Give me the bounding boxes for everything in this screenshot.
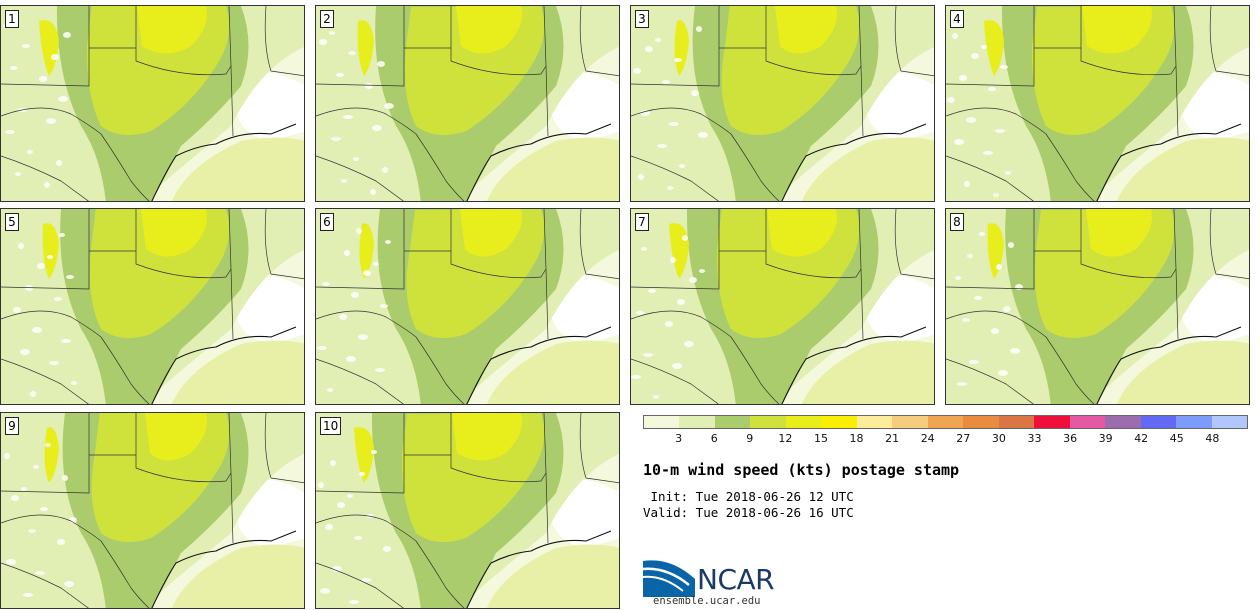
- panel-number: 2: [320, 10, 334, 28]
- colorbar-segment: [856, 416, 893, 428]
- colorbar-segment: [644, 416, 680, 428]
- ncar-logo-icon: [643, 560, 695, 597]
- colorbar-segment: [785, 416, 822, 428]
- wind-map: [1, 413, 304, 608]
- colorbar-segment: [1211, 416, 1247, 428]
- colorbar-tick-label: 33: [1027, 432, 1042, 445]
- colorbar-tick-label: 15: [814, 432, 828, 445]
- panel-number: 10: [320, 417, 342, 435]
- colorbar: [643, 415, 1248, 429]
- colorbar-tick-label: 30: [991, 432, 1006, 445]
- colorbar-segment: [892, 416, 928, 428]
- colorbar-segment: [963, 416, 999, 428]
- colorbar-segment: [927, 416, 964, 428]
- colorbar-tick-label: 42: [1134, 432, 1149, 445]
- colorbar-segment: [1069, 416, 1106, 428]
- wind-map: [1, 209, 304, 404]
- colorbar-tick-label: 6: [710, 432, 718, 445]
- logo-url: ensemble.ucar.edu: [653, 595, 761, 607]
- colorbar-tick-label: 9: [746, 432, 754, 445]
- panel-number: 8: [950, 213, 964, 231]
- wind-map: [631, 209, 934, 404]
- panel-number: 9: [5, 417, 19, 435]
- map-panel: 4: [945, 5, 1250, 202]
- colorbar-segment: [750, 416, 786, 428]
- colorbar-tick-label: 45: [1169, 432, 1184, 445]
- panel-number: 4: [950, 10, 964, 28]
- colorbar-tick-label: 18: [849, 432, 864, 445]
- colorbar-tick-label: 48: [1205, 432, 1220, 445]
- colorbar-segment: [821, 416, 857, 428]
- wind-map: [631, 6, 934, 201]
- wind-map: [316, 6, 619, 201]
- wind-map: [946, 6, 1249, 201]
- colorbar-labels: 3 6 9 12 15 18 21 24 27 30 33 36 39 42 4…: [643, 432, 1248, 446]
- colorbar-tick-label: 27: [956, 432, 971, 445]
- plot-title: 10-m wind speed (kts) postage stamp: [643, 461, 960, 479]
- colorbar-tick-label: 39: [1098, 432, 1113, 445]
- map-panel: 6: [315, 208, 620, 405]
- colorbar-segment: [1105, 416, 1141, 428]
- map-panel: 5: [0, 208, 305, 405]
- colorbar-segment: [998, 416, 1035, 428]
- map-panel: 2: [315, 5, 620, 202]
- map-panel: 9: [0, 412, 305, 609]
- colorbar-tick-label: 24: [920, 432, 935, 445]
- colorbar-segment: [1140, 416, 1177, 428]
- wind-map: [946, 209, 1249, 404]
- colorbar-tick-label: 3: [675, 432, 683, 445]
- colorbar-tick-label: 36: [1063, 432, 1078, 445]
- panel-number: 5: [5, 213, 19, 231]
- logo-text: NCAR: [697, 563, 775, 596]
- panel-number: 6: [320, 213, 334, 231]
- wind-map: [1, 6, 304, 201]
- panel-number: 7: [635, 213, 649, 231]
- map-panel: 10: [315, 412, 620, 609]
- init-time: Init: Tue 2018-06-26 12 UTC: [643, 489, 854, 504]
- wind-map: [316, 209, 619, 404]
- panel-number: 1: [5, 10, 19, 28]
- map-panel: 3: [630, 5, 935, 202]
- map-panel: 1: [0, 5, 305, 202]
- colorbar-segment: [1176, 416, 1212, 428]
- colorbar-segment: [1034, 416, 1070, 428]
- colorbar-segment: [679, 416, 715, 428]
- valid-time: Valid: Tue 2018-06-26 16 UTC: [643, 505, 854, 520]
- colorbar-tick-label: 12: [778, 432, 793, 445]
- colorbar-tick-label: 21: [885, 432, 900, 445]
- colorbar-segment: [714, 416, 751, 428]
- panel-number: 3: [635, 10, 649, 28]
- wind-map: [316, 413, 619, 608]
- map-panel: 7: [630, 208, 935, 405]
- map-panel: 8: [945, 208, 1250, 405]
